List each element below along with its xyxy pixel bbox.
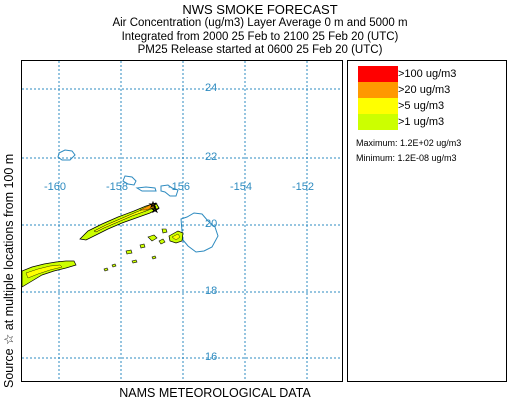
patch-9 xyxy=(151,255,157,260)
patch-8 xyxy=(111,263,117,268)
map-title: NWS SMOKE FORECAST xyxy=(182,2,338,17)
lat-label-20: 20 xyxy=(205,218,218,230)
map-panel: -160 -158 -156 -154 -152 24 22 20 18 16 xyxy=(21,60,343,382)
smoke-plumes xyxy=(22,200,184,288)
maximum-value: Maximum: 1.2E+02 ug/m3 xyxy=(356,138,462,148)
integration-period: Integrated from 2000 25 Feb to 2100 25 F… xyxy=(121,30,399,43)
maui-coast xyxy=(160,184,179,197)
graticule xyxy=(22,61,342,381)
patch-6 xyxy=(131,259,138,264)
oahu-coast xyxy=(122,175,137,186)
lon-label-154: -154 xyxy=(230,181,253,193)
legend-label-20: >20 ug/m3 xyxy=(398,84,451,96)
legend-label-100: >100 ug/m3 xyxy=(398,68,457,80)
patch-7 xyxy=(103,267,109,272)
lon-label-152: -152 xyxy=(292,181,315,193)
plume-west-core xyxy=(25,264,63,279)
coastlines xyxy=(57,149,219,253)
plume-west xyxy=(22,260,77,288)
plume-big-island-core xyxy=(171,233,181,241)
map-header: NWS SMOKE FORECAST Air Concentration (ug… xyxy=(60,2,460,58)
minimum-value: Minimum: 1.2E-08 ug/m3 xyxy=(356,153,457,163)
lat-label-16: 16 xyxy=(205,351,218,363)
map-canvas xyxy=(22,61,342,381)
legend-swatch-20 xyxy=(358,82,398,98)
legend-swatch-1 xyxy=(358,114,398,130)
patch-2 xyxy=(158,238,166,245)
legend-label-5: >5 ug/m3 xyxy=(398,100,445,112)
concentration-description: Air Concentration (ug/m3) Layer Average … xyxy=(112,17,408,29)
plume-main-5 xyxy=(93,204,157,233)
data-source-label: NAMS METEOROLOGICAL DATA xyxy=(119,386,311,400)
legend-panel: >100 ug/m3 >20 ug/m3 >5 ug/m3 >1 ug/m3 M… xyxy=(347,60,507,382)
patch-5 xyxy=(125,249,133,255)
molokai-coast xyxy=(135,186,157,192)
source-label: Source ☆ at multiple locations from 100 … xyxy=(2,153,16,388)
lon-label-158: -158 xyxy=(106,181,129,193)
legend-swatch-5 xyxy=(358,98,398,114)
lat-label-22: 22 xyxy=(205,151,218,163)
lon-label-156: -156 xyxy=(168,181,191,193)
legend-swatch-100 xyxy=(358,66,398,82)
lat-label-18: 18 xyxy=(205,285,218,297)
lat-label-24: 24 xyxy=(205,82,218,94)
patch-1 xyxy=(147,234,158,242)
release-info: PM25 Release started at 0600 25 Feb 20 (… xyxy=(137,44,383,56)
source-markers xyxy=(148,200,160,214)
patch-4 xyxy=(139,243,146,249)
kauai-coast xyxy=(57,149,76,161)
lon-label-160: -160 xyxy=(44,181,67,193)
big-island-coast xyxy=(180,212,219,253)
patch-3 xyxy=(161,228,168,234)
legend-label-1: >1 ug/m3 xyxy=(398,116,445,128)
